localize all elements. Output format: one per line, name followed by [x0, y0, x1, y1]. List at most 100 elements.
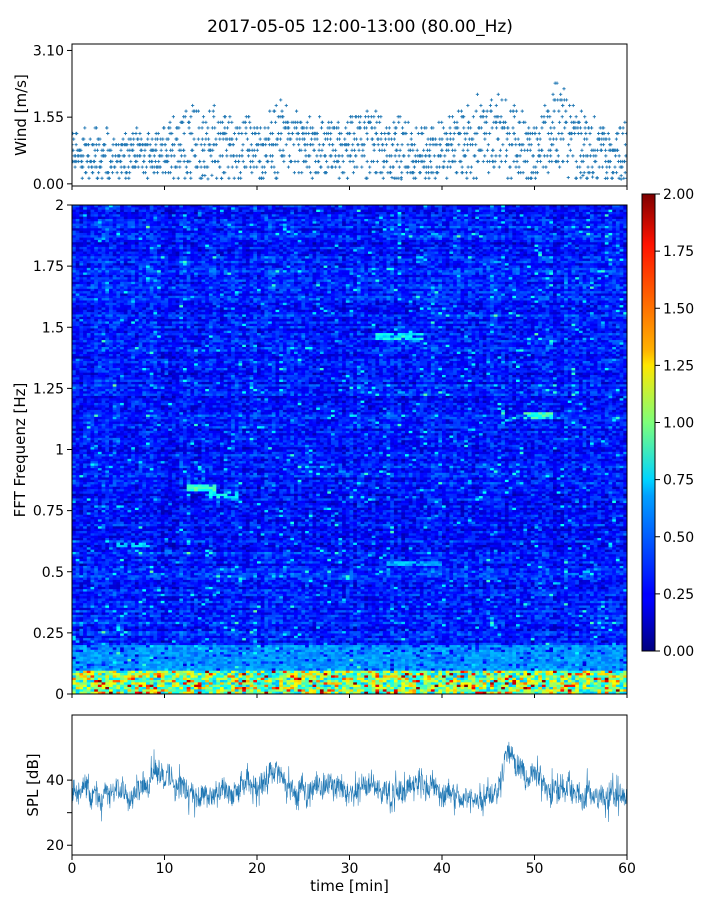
wind-point — [146, 137, 150, 141]
wind-point — [516, 137, 520, 141]
spectrogram-cell — [575, 249, 580, 252]
spectrogram-cell — [460, 230, 465, 234]
spectrogram-cell — [593, 221, 598, 225]
wind-point — [74, 143, 78, 147]
spectrogram-cell — [164, 218, 169, 222]
spectrogram-cell — [175, 258, 180, 262]
spectrogram-cell — [297, 218, 302, 222]
spectrogram-cell — [538, 225, 543, 229]
spectrogram-cell — [445, 209, 450, 213]
wind-point — [448, 137, 452, 141]
spectrogram-cell — [397, 239, 402, 243]
spectrogram-cell — [538, 214, 543, 218]
wind-point — [189, 176, 193, 180]
wind-point — [252, 165, 256, 169]
spectrogram-cell — [434, 249, 439, 252]
spectrogram-cell — [379, 223, 384, 227]
spectrogram-cell — [345, 256, 350, 259]
spectrogram-cell — [142, 221, 147, 225]
spectrogram-cell — [101, 207, 106, 211]
wind-point — [558, 165, 562, 169]
spectrogram-cell — [86, 214, 91, 218]
spectrogram-cell — [508, 251, 513, 255]
spectrogram-cell — [608, 216, 613, 220]
spectrogram-cell — [138, 235, 143, 238]
spectrogram-cell — [79, 209, 84, 213]
spectrogram-cell — [297, 214, 302, 218]
spectrogram-cell — [194, 251, 199, 255]
spectrogram-cell — [342, 225, 347, 229]
spectrogram-cell — [223, 232, 228, 236]
spectrogram-cell — [597, 256, 602, 259]
spectrogram-cell — [120, 214, 125, 218]
spectrogram-cell — [571, 232, 576, 236]
spectrogram-cell — [305, 216, 310, 220]
spectrogram-cell — [116, 235, 121, 238]
wind-point — [200, 137, 204, 141]
wind-point — [211, 148, 215, 152]
wind-point — [310, 176, 314, 180]
spectrogram-cell — [475, 230, 480, 234]
spectrogram-cell — [405, 225, 410, 229]
spectrogram-cell — [427, 214, 432, 218]
wind-point — [333, 154, 338, 158]
spectrogram-cell — [467, 253, 472, 257]
spectrogram-cell — [356, 242, 361, 245]
wind-point — [340, 154, 344, 158]
spectrogram-cell — [168, 256, 173, 259]
spectrogram-cell — [216, 214, 221, 218]
spectrogram-cell — [453, 230, 458, 234]
spectrogram-cell — [449, 216, 454, 220]
wind-point — [219, 176, 224, 180]
spectrogram-cell — [290, 253, 295, 257]
spectrogram-cell — [416, 216, 421, 220]
spectrogram-cell — [171, 214, 176, 218]
wind-point — [317, 115, 322, 119]
spectrogram-cell — [105, 216, 110, 220]
spectrogram-cell — [564, 209, 569, 213]
wind-point — [585, 137, 589, 141]
spectrogram-cell — [364, 253, 369, 257]
wind-point — [202, 148, 206, 152]
spectrogram-cell — [608, 235, 613, 238]
spectrogram-cell — [83, 225, 88, 229]
spectrogram-cell — [364, 221, 369, 225]
spectrogram-cell — [434, 214, 439, 218]
wind-point — [134, 131, 138, 136]
wind-point — [111, 154, 115, 158]
wind-point — [607, 165, 612, 169]
spectrogram-cell — [608, 209, 613, 213]
spectrogram-cell — [490, 249, 495, 252]
spectrogram-cell — [101, 249, 106, 252]
spectrogram-cell — [538, 256, 543, 259]
spectrogram-cell — [227, 214, 232, 218]
spectrogram-cell — [153, 214, 158, 218]
wind-panel: 0.001.553.10 Wind [m/s] — [12, 43, 628, 193]
spectrogram-cell — [430, 225, 435, 229]
spectrogram-cell — [530, 223, 535, 227]
wind-point — [244, 126, 248, 130]
wind-point — [391, 143, 395, 147]
spectrogram-cell — [416, 251, 421, 255]
spectrogram-cell — [541, 223, 546, 227]
spectrogram-cell — [460, 249, 465, 252]
spectrogram-cell — [282, 239, 287, 243]
spectrogram-cell — [345, 249, 350, 252]
spectrogram-cell — [342, 253, 347, 257]
wind-point — [574, 115, 578, 119]
spectrogram-cell — [160, 239, 165, 243]
spectrogram-cell — [212, 256, 217, 259]
wind-point — [588, 154, 593, 158]
spectrogram-cell — [97, 239, 102, 243]
spectrogram-cell — [160, 218, 165, 222]
wind-point — [437, 120, 441, 124]
wind-point — [292, 171, 297, 175]
spectrogram-cell — [393, 242, 398, 245]
spectrogram-cell — [453, 253, 458, 257]
spectrogram-cell — [412, 249, 417, 252]
wind-point — [392, 137, 396, 141]
spectrogram-cell — [308, 237, 313, 241]
spectrogram-cell — [227, 218, 232, 222]
spectrogram-cell — [423, 214, 428, 218]
spectrogram-cell — [408, 235, 413, 238]
